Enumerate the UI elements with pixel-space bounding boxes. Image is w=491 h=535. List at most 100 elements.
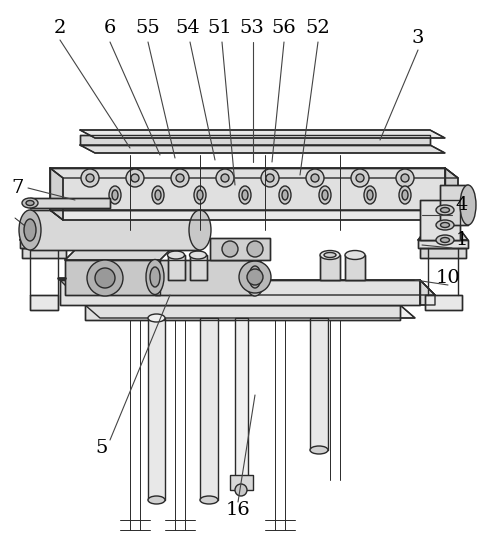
Polygon shape <box>65 260 160 295</box>
Text: 52: 52 <box>305 19 330 37</box>
Text: 5: 5 <box>96 439 108 457</box>
Circle shape <box>266 174 274 182</box>
Text: 51: 51 <box>208 19 232 37</box>
Ellipse shape <box>320 250 340 259</box>
Ellipse shape <box>197 190 203 200</box>
Ellipse shape <box>322 190 328 200</box>
Polygon shape <box>345 255 365 280</box>
Circle shape <box>351 169 369 187</box>
Ellipse shape <box>194 186 206 204</box>
Circle shape <box>396 169 414 187</box>
Ellipse shape <box>245 258 265 296</box>
Circle shape <box>261 169 279 187</box>
Polygon shape <box>230 475 253 490</box>
Polygon shape <box>420 280 435 305</box>
Ellipse shape <box>440 223 449 227</box>
Circle shape <box>216 169 234 187</box>
Text: 3: 3 <box>412 29 424 47</box>
Text: 7: 7 <box>12 179 24 197</box>
Circle shape <box>176 174 184 182</box>
Text: 56: 56 <box>272 19 297 37</box>
Circle shape <box>131 174 139 182</box>
Ellipse shape <box>324 253 336 257</box>
Ellipse shape <box>190 251 207 259</box>
Ellipse shape <box>24 219 36 241</box>
Circle shape <box>221 174 229 182</box>
Text: 10: 10 <box>436 269 461 287</box>
Polygon shape <box>235 318 248 480</box>
Ellipse shape <box>310 446 328 454</box>
Polygon shape <box>168 255 185 280</box>
Polygon shape <box>80 135 430 145</box>
Polygon shape <box>440 185 468 225</box>
Ellipse shape <box>189 210 211 250</box>
Ellipse shape <box>112 190 118 200</box>
Circle shape <box>95 268 115 288</box>
Polygon shape <box>420 248 466 258</box>
Text: 4: 4 <box>456 196 468 214</box>
Polygon shape <box>148 318 165 500</box>
Ellipse shape <box>367 190 373 200</box>
Ellipse shape <box>22 198 38 208</box>
Ellipse shape <box>148 314 165 322</box>
Circle shape <box>401 174 409 182</box>
Circle shape <box>311 174 319 182</box>
Circle shape <box>247 269 263 285</box>
Ellipse shape <box>26 201 34 205</box>
Polygon shape <box>85 305 400 320</box>
Circle shape <box>247 241 263 257</box>
Ellipse shape <box>282 190 288 200</box>
Text: 2: 2 <box>54 19 66 37</box>
Polygon shape <box>445 168 458 220</box>
Polygon shape <box>418 240 468 248</box>
Polygon shape <box>50 210 458 220</box>
Text: 55: 55 <box>136 19 161 37</box>
Ellipse shape <box>436 205 454 215</box>
Ellipse shape <box>200 496 218 504</box>
Text: 53: 53 <box>240 19 265 37</box>
Ellipse shape <box>279 186 291 204</box>
Ellipse shape <box>436 235 454 245</box>
Polygon shape <box>65 250 170 260</box>
Ellipse shape <box>19 210 41 250</box>
Circle shape <box>235 484 247 496</box>
Polygon shape <box>85 305 415 318</box>
Ellipse shape <box>242 190 248 200</box>
Polygon shape <box>50 168 63 220</box>
Polygon shape <box>155 260 255 295</box>
Ellipse shape <box>152 186 164 204</box>
Polygon shape <box>190 255 207 280</box>
Polygon shape <box>30 210 200 250</box>
Ellipse shape <box>460 185 476 225</box>
Ellipse shape <box>436 220 454 230</box>
Circle shape <box>356 174 364 182</box>
Circle shape <box>239 261 271 293</box>
Polygon shape <box>425 295 462 310</box>
Polygon shape <box>418 232 468 240</box>
Polygon shape <box>22 248 66 258</box>
Circle shape <box>126 169 144 187</box>
Ellipse shape <box>155 190 161 200</box>
Circle shape <box>171 169 189 187</box>
Ellipse shape <box>440 238 449 242</box>
Ellipse shape <box>364 186 376 204</box>
Polygon shape <box>200 318 218 500</box>
Polygon shape <box>320 255 340 280</box>
Ellipse shape <box>239 186 251 204</box>
Circle shape <box>86 174 94 182</box>
Polygon shape <box>80 130 445 138</box>
Circle shape <box>222 241 238 257</box>
Ellipse shape <box>249 266 261 288</box>
Ellipse shape <box>399 186 411 204</box>
Ellipse shape <box>345 250 365 259</box>
Polygon shape <box>60 280 420 305</box>
Polygon shape <box>80 145 445 153</box>
Ellipse shape <box>402 190 408 200</box>
Polygon shape <box>310 318 328 450</box>
Polygon shape <box>50 168 458 178</box>
Polygon shape <box>20 240 68 248</box>
Ellipse shape <box>148 496 165 504</box>
Text: 16: 16 <box>226 501 250 519</box>
Polygon shape <box>30 295 58 310</box>
Polygon shape <box>20 232 68 240</box>
